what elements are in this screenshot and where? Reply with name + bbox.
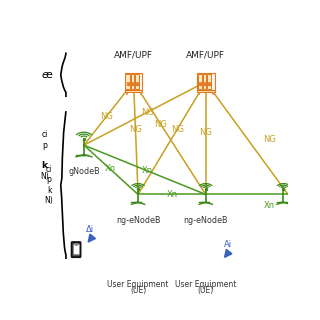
FancyBboxPatch shape xyxy=(72,242,81,257)
Bar xyxy=(207,75,211,89)
Text: Xn: Xn xyxy=(142,166,153,175)
Text: Xn: Xn xyxy=(104,164,116,173)
Text: ng-eNodeB: ng-eNodeB xyxy=(116,216,160,225)
Text: NG: NG xyxy=(264,135,276,144)
Text: Xn: Xn xyxy=(263,201,274,210)
Bar xyxy=(197,75,203,89)
Bar xyxy=(131,75,134,89)
Text: ci
p
k
N): ci p k N) xyxy=(45,165,53,205)
Bar xyxy=(198,92,199,94)
Text: NG: NG xyxy=(171,124,184,134)
Bar xyxy=(126,92,127,94)
Bar xyxy=(197,73,214,90)
Bar xyxy=(140,92,141,94)
Bar xyxy=(125,90,142,92)
Text: Xn: Xn xyxy=(166,190,178,199)
Bar xyxy=(125,75,130,89)
Text: ng-eNodeB: ng-eNodeB xyxy=(183,216,228,225)
Text: NG: NG xyxy=(141,108,154,117)
Bar xyxy=(197,90,214,92)
Text: e: e xyxy=(41,70,48,80)
Bar xyxy=(73,244,79,254)
Text: AMF/UPF: AMF/UPF xyxy=(114,51,153,60)
Text: N): N) xyxy=(40,172,49,181)
Text: User Equipment: User Equipment xyxy=(175,280,236,289)
Text: (UE): (UE) xyxy=(197,286,214,295)
Text: User Equipment: User Equipment xyxy=(108,280,169,289)
Bar xyxy=(203,75,206,89)
Text: AMF/UPF: AMF/UPF xyxy=(186,51,225,60)
Text: Ai: Ai xyxy=(224,240,232,249)
Text: NG: NG xyxy=(129,124,142,134)
Text: NG: NG xyxy=(155,120,167,129)
Text: ci
p: ci p xyxy=(41,130,48,160)
Text: NG: NG xyxy=(199,128,212,137)
Text: gNodeB: gNodeB xyxy=(68,167,100,176)
Text: (UE): (UE) xyxy=(130,286,146,295)
Text: e: e xyxy=(45,70,52,80)
Text: Δi: Δi xyxy=(85,225,94,234)
Text: NG: NG xyxy=(100,112,113,121)
Bar xyxy=(212,92,213,94)
Bar xyxy=(134,75,139,89)
Bar xyxy=(125,73,142,90)
Text: k: k xyxy=(42,161,47,170)
